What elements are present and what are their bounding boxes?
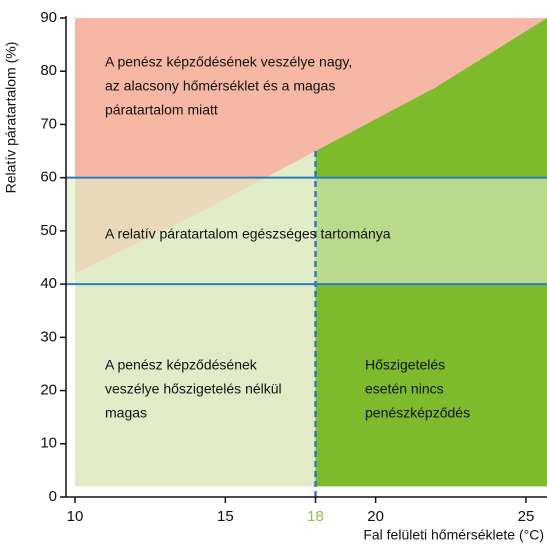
y-axis-label: Relatív páratartalom (%) bbox=[3, 42, 19, 194]
y-tick-label: 20 bbox=[40, 382, 57, 399]
y-tick-label: 90 bbox=[40, 9, 57, 26]
region-label: páratartalom miatt bbox=[105, 102, 218, 118]
y-tick-label: 40 bbox=[40, 275, 57, 292]
x-tick-label: 15 bbox=[217, 508, 234, 525]
x-tick-label: 18 bbox=[307, 508, 324, 525]
region-label: esetén nincs bbox=[365, 381, 444, 397]
y-tick-label: 60 bbox=[40, 169, 57, 186]
region-label: A relatív páratartalom egészséges tartom… bbox=[105, 226, 391, 242]
region-label: az alacsony hőmérséklet és a magas bbox=[105, 78, 335, 94]
region-label: Hőszigetelés bbox=[365, 357, 445, 373]
x-tick-label: 20 bbox=[367, 508, 384, 525]
y-tick-label: 0 bbox=[49, 488, 57, 505]
region-label: A penész képződésének veszélye nagy, bbox=[105, 54, 352, 70]
y-tick-label: 50 bbox=[40, 222, 57, 239]
x-tick-label: 10 bbox=[67, 508, 84, 525]
y-tick-label: 70 bbox=[40, 115, 57, 132]
x-tick-label: 25 bbox=[518, 508, 535, 525]
y-tick-label: 80 bbox=[40, 62, 57, 79]
x-axis-label: Fal felületi hőmérséklete (°C) bbox=[363, 527, 544, 543]
region-label: A penész képződésének bbox=[105, 357, 258, 373]
y-tick-label: 10 bbox=[40, 435, 57, 452]
healthy-band bbox=[66, 177, 547, 285]
region-label: veszélye hőszigetelés nélkül bbox=[105, 381, 282, 397]
y-tick-label: 30 bbox=[40, 328, 57, 345]
region-label: magas bbox=[105, 405, 147, 421]
region-label: penészképződés bbox=[365, 405, 470, 421]
